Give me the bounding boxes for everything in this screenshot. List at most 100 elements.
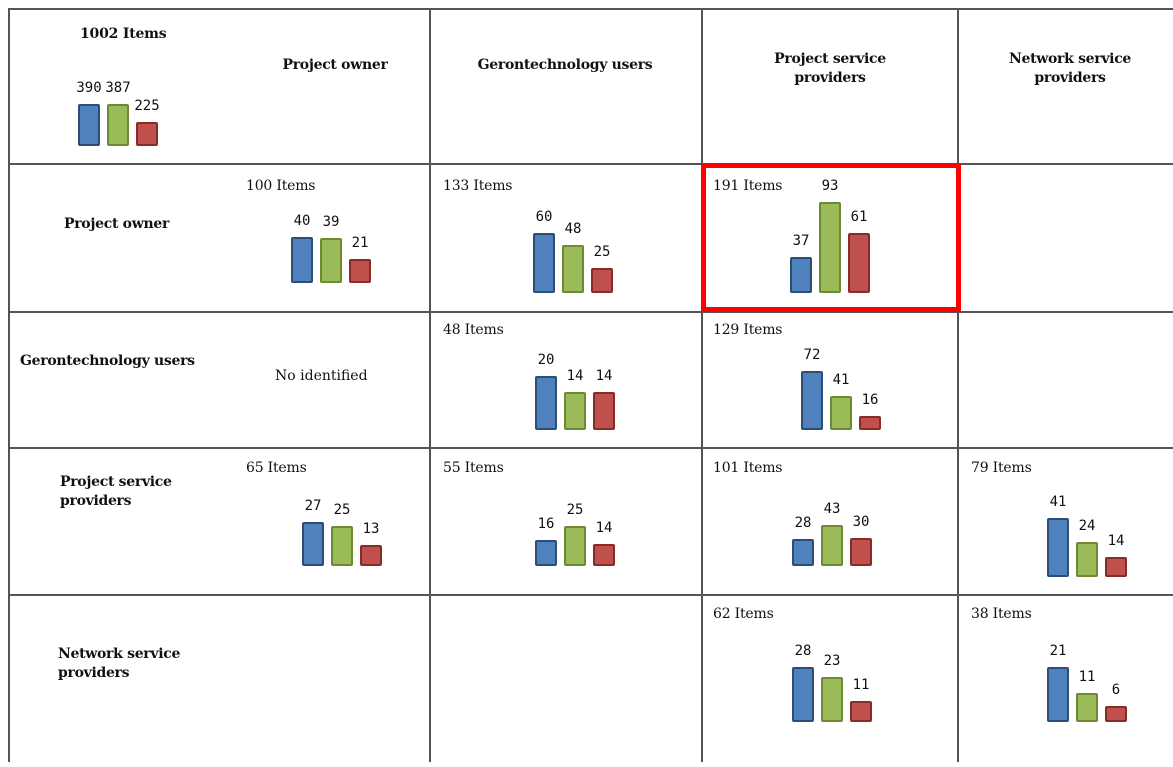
data-label: 41	[1049, 493, 1067, 510]
chart-total: 1002 Items 390 387 225	[60, 24, 220, 154]
chart-project-owner-gerontechnology-users: 133 Items 60 48 25	[443, 170, 663, 300]
bar	[792, 667, 814, 722]
chart-network-service-providers-project-service-providers: 62 Items 28 23 11	[713, 600, 943, 730]
data-label: 21	[351, 234, 369, 251]
bar	[792, 539, 814, 566]
bar	[1076, 542, 1098, 577]
data-label: 24	[1078, 518, 1096, 535]
bar	[819, 201, 841, 293]
grid-line	[8, 447, 1173, 449]
bar	[564, 392, 586, 430]
chart-title: 1002 Items	[80, 26, 167, 42]
bar	[535, 540, 557, 566]
bar	[360, 544, 382, 566]
column-header-project-service-providers: Project service providers	[774, 51, 886, 86]
chart-gerontechnology-users-gerontechnology-users: 48 Items 20 14 14	[443, 316, 663, 436]
bar	[1076, 693, 1098, 722]
chart-project-service-providers-project-service-providers: 101 Items 28 43 30	[713, 454, 943, 574]
data-label: 11	[852, 676, 870, 693]
data-label: 25	[566, 502, 584, 518]
chart-title: 133 Items	[443, 178, 513, 194]
data-label: 225	[134, 97, 160, 114]
bar	[349, 258, 371, 283]
bar	[790, 256, 812, 293]
chart-title: 55 Items	[443, 460, 504, 476]
column-header-project-owner: Project owner	[282, 57, 388, 73]
bar	[1047, 667, 1069, 722]
bar	[593, 543, 615, 566]
row-label-gerontechnology-users: Gerontechnology users	[20, 353, 195, 369]
bar	[562, 245, 584, 293]
chart-project-owner-project-service-providers: 191 Items 37 93 61	[713, 170, 943, 300]
data-label: 30	[852, 513, 870, 530]
data-label: 14	[1107, 532, 1125, 549]
data-label: 48	[564, 221, 582, 237]
highlight-box	[701, 163, 961, 312]
data-label: 28	[794, 643, 812, 660]
data-label: 11	[1078, 669, 1096, 686]
bar	[1047, 517, 1069, 577]
bar	[821, 525, 843, 566]
data-label: 14	[595, 519, 613, 536]
chart-project-owner-project-owner: 100 Items 40 39 21	[246, 170, 426, 290]
chart-title: 100 Items	[246, 178, 316, 194]
column-header-network-service-providers: Network service providers	[1008, 51, 1132, 86]
bar	[801, 370, 823, 430]
data-label: 39	[322, 214, 340, 231]
row-label-project-service-providers: Project service providers	[60, 474, 172, 509]
data-label: 40	[293, 213, 311, 229]
chart-title: 38 Items	[971, 606, 1032, 622]
no-identified-label: No identified	[275, 368, 368, 384]
bar	[320, 238, 342, 283]
chart-title: 65 Items	[246, 460, 307, 476]
data-label: 23	[823, 653, 841, 670]
data-label: 16	[861, 392, 879, 408]
grid-line	[429, 8, 431, 762]
bar	[1105, 706, 1127, 722]
data-label: 21	[1049, 643, 1067, 660]
data-label: 93	[821, 177, 839, 194]
grid-line	[8, 8, 1173, 10]
data-label: 43	[823, 501, 841, 518]
data-label: 25	[333, 501, 351, 518]
grid-line	[8, 594, 1173, 596]
chart-title: 101 Items	[713, 460, 783, 476]
row-label-network-service-providers: Network service providers	[58, 646, 181, 681]
bar	[302, 522, 324, 566]
chart-project-service-providers-network-service-providers: 79 Items 41 24 14	[971, 454, 1161, 584]
data-label: 14	[566, 368, 584, 385]
bar	[78, 103, 100, 146]
bar	[830, 396, 852, 430]
grid-line	[8, 311, 1173, 313]
bar	[850, 700, 872, 722]
grid-line	[957, 8, 959, 762]
data-label: 72	[803, 346, 821, 363]
data-label: 14	[595, 368, 613, 385]
bar	[821, 677, 843, 722]
bar	[1105, 556, 1127, 577]
data-label: 28	[794, 515, 812, 532]
bar	[564, 526, 586, 566]
grid-line	[701, 8, 703, 762]
data-label: 37	[792, 232, 810, 249]
data-label: 25	[593, 244, 611, 260]
grid-line	[8, 8, 10, 762]
chart-title: 62 Items	[713, 606, 774, 622]
chart-gerontechnology-users-project-service-providers: 129 Items 72 41 16	[713, 316, 943, 436]
chart-project-service-providers-gerontechnology-users: 55 Items 16 25 14	[443, 454, 663, 574]
column-header-gerontechnology-users: Gerontechnology users	[477, 57, 653, 73]
chart-title: 129 Items	[713, 322, 783, 338]
data-label: 20	[537, 352, 555, 368]
bar	[533, 233, 555, 293]
chart-title: 79 Items	[971, 460, 1032, 476]
data-label: 387	[105, 80, 131, 97]
bar	[291, 237, 313, 283]
data-label: 13	[362, 520, 380, 537]
data-label: 60	[535, 209, 553, 225]
bar	[850, 537, 872, 566]
bar	[848, 233, 870, 293]
grid-line	[8, 163, 1173, 165]
bar	[136, 121, 158, 146]
bar	[107, 104, 129, 146]
